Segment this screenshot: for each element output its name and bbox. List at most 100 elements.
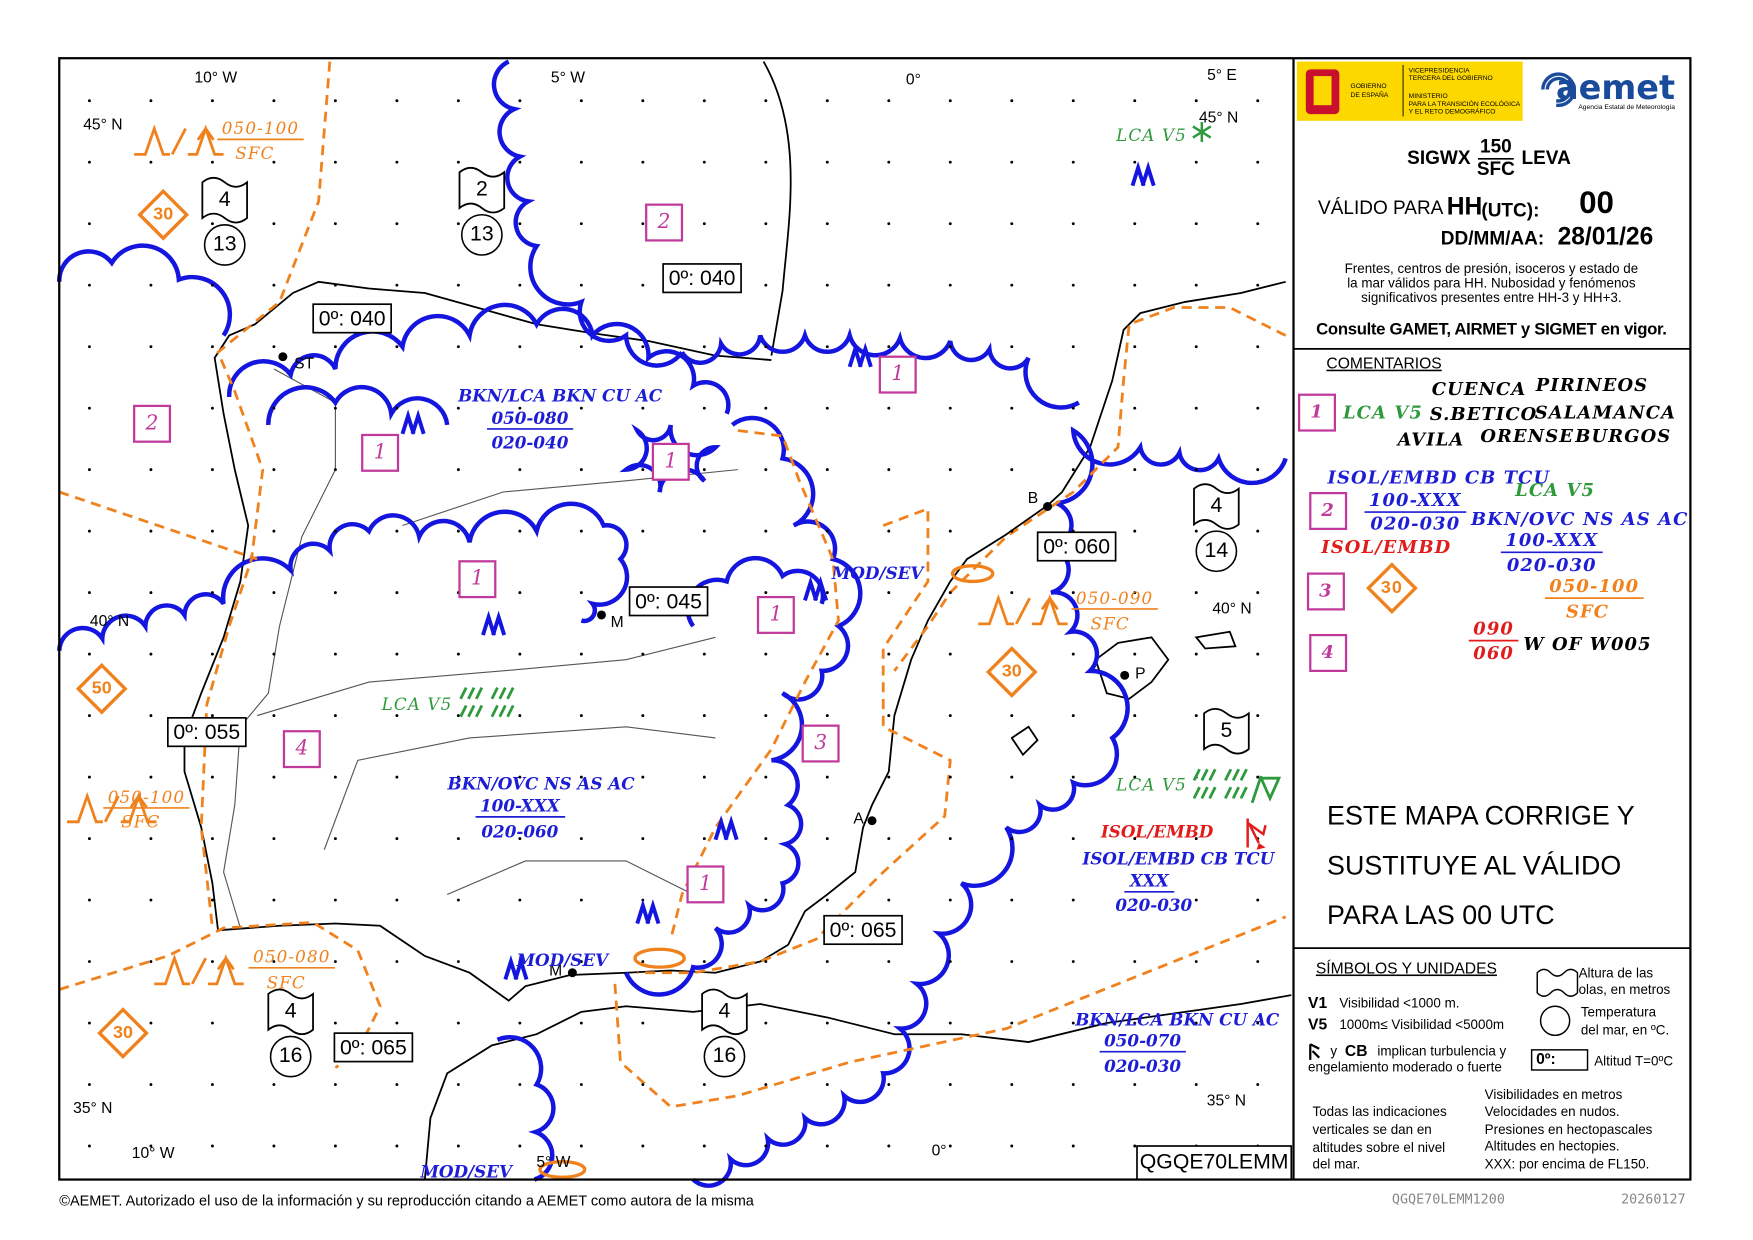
grid-dot [518,1144,522,1148]
grid-dot [579,222,583,226]
grid-dot [764,591,768,595]
map-sea-state-label: 14 [1205,538,1229,562]
panel-bg [1293,58,1691,1180]
area-box [1309,633,1348,672]
grid-dot [149,1144,153,1148]
header-gobierno-label: DE ESPAÑA [1351,90,1389,99]
grid-dot [333,529,337,533]
grid-dot [395,160,399,164]
grid-dot [1010,775,1014,779]
freezing-box [628,586,709,617]
header-label: (UTC): [1481,200,1539,221]
grid-dot [456,898,460,902]
header-label: VÁLIDO PARA [1318,198,1444,219]
grid-dot [395,837,399,841]
grid-dot [210,714,214,718]
grid-dot [579,1083,583,1086]
grid-dot [1194,960,1198,963]
map-areas-label: 1 [471,566,484,590]
grid-dot [579,714,583,718]
grid-dot [948,1021,952,1025]
grid-dot [395,652,399,656]
grid-dot [210,222,214,226]
turbulence-area [58,490,258,561]
grid-dot [1256,898,1260,902]
grid-dot [1071,345,1075,349]
header-label: SIGWX [1407,148,1471,169]
grid-dot [87,160,91,164]
grid-dot [210,283,214,287]
grid-dot [87,345,91,349]
grid-dot [764,283,768,287]
area-box [458,560,497,599]
grid-dot [272,898,276,902]
grid-dot [764,406,768,410]
grid-dot [1256,160,1260,164]
grid-dot [395,591,399,595]
cloud-boundary [266,384,450,426]
grid-dot [87,99,91,103]
turbulence-area [199,61,332,929]
grid-dot [702,99,706,103]
grid-dot [825,160,829,164]
grid-dot [149,591,153,595]
grid-dot [702,160,706,164]
symbols-notes-left-label: Todas las indicaciones [1313,1104,1447,1119]
grid-dot [1010,468,1014,472]
comments-labels-label: ISOL/EMBD [1320,537,1451,558]
grid-dot [825,406,829,410]
grid-dot [948,283,952,287]
map-sea-state-label: 16 [279,1043,303,1067]
grid-dot [1010,837,1014,841]
symbols-fz-label: Altitud T=0ºC [1594,1054,1673,1069]
grid-dot [333,406,337,410]
map-places-label: A [853,811,864,828]
map-graticule-label: 40° N [90,613,129,630]
grid-dot [1133,837,1137,841]
fz-box-legend [1530,1049,1589,1071]
map-freezing-levels-label: 0º: 040 [669,266,736,290]
sst-circle [703,1035,746,1078]
grid-dot [333,99,337,103]
grid-dot [1133,714,1137,718]
grid-dot [1010,406,1014,410]
map-red-label: ISOL/EMBD [1100,821,1214,841]
freezing-box [167,717,247,748]
grid-dot [456,714,460,718]
grid-dot [1010,898,1014,902]
grid-dot [395,1144,399,1148]
grid-dot [210,960,214,963]
sst-circle [1195,530,1238,573]
map-orange-label: 050-100 [222,118,299,138]
grid-dot [333,283,337,287]
header-label: LEVA [1522,148,1572,169]
grid-dot [1133,652,1137,656]
river [256,469,738,895]
grid-dot [764,345,768,349]
city-dot [1120,670,1130,680]
map-freezing-levels-label: 0º: 055 [173,720,240,744]
grid-dot [1194,283,1198,287]
grid-dot [1133,99,1137,103]
map-blue-label: BKN/LCA BKN CU AC [457,385,663,405]
grid-dot [395,406,399,410]
grid-dot [887,345,891,349]
comments-labels-label: W OF W005 [1523,634,1651,655]
footer-label: QGQE70LEMM1200 [1392,1193,1505,1208]
grid-dot [518,1021,522,1025]
grid-dot [456,283,460,287]
grid-dot [87,406,91,410]
grid-dot [1071,222,1075,226]
grid-dot [948,591,952,595]
grid-dot [87,283,91,287]
map-freezing-levels-label: 0º: 040 [319,306,386,330]
grid-dot [764,1083,768,1086]
map-graticule-label: 10° W [194,69,237,86]
grid-dot [1194,837,1198,841]
grid-dot [579,775,583,779]
grid-dot [1256,1021,1260,1025]
area-box [801,724,840,763]
grid-dot [764,99,768,103]
header-ministry-label: PARA LA TRANSICIÓN ECOLÓGICA [1409,99,1521,108]
grid-dot [579,1144,583,1148]
